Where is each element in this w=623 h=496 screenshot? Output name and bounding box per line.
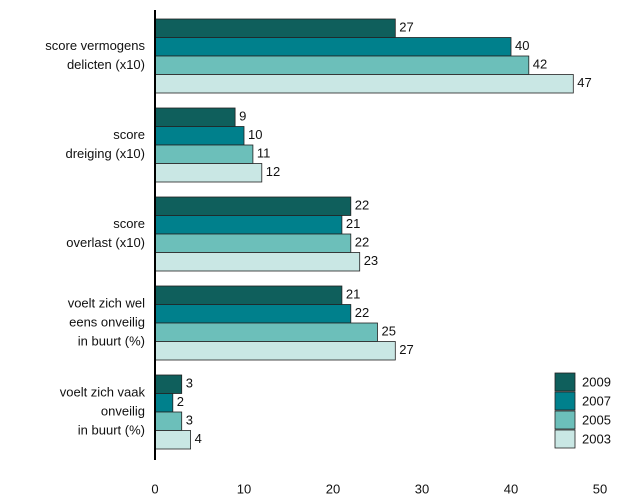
category-label: dreiging (x10) (66, 146, 146, 161)
value-label: 23 (364, 253, 378, 268)
legend-swatch (554, 410, 576, 430)
bar (154, 252, 361, 272)
category-label: voelt zich vaak (60, 384, 146, 399)
bar (154, 322, 378, 342)
value-label: 42 (533, 57, 547, 72)
x-tick-label: 50 (593, 481, 607, 496)
bar (154, 163, 263, 183)
category-label: score (113, 127, 145, 142)
category-label: onveilig (101, 403, 145, 418)
bar (154, 55, 530, 75)
bar (154, 18, 396, 38)
value-label: 3 (186, 376, 193, 391)
bar (154, 374, 183, 394)
value-label: 27 (399, 20, 413, 35)
value-label: 22 (355, 198, 369, 213)
bar (154, 37, 512, 57)
x-tick-label: 0 (151, 481, 158, 496)
legend-label: 2009 (582, 374, 611, 389)
value-label: 40 (515, 38, 529, 53)
bar (154, 74, 574, 94)
bar (154, 196, 352, 216)
value-label: 47 (577, 75, 591, 90)
bar (154, 107, 236, 127)
value-label: 12 (266, 164, 280, 179)
value-label: 9 (239, 109, 246, 124)
value-label: 22 (355, 305, 369, 320)
legend-swatch (554, 429, 576, 449)
value-label: 11 (257, 146, 271, 161)
bar (154, 215, 343, 235)
category-label: in buurt (%) (78, 422, 145, 437)
legend-swatch (554, 372, 576, 392)
bar (154, 430, 191, 450)
value-label: 27 (399, 342, 413, 357)
category-label: score (113, 216, 145, 231)
value-label: 21 (346, 287, 360, 302)
bar (154, 304, 352, 324)
x-tick-label: 10 (237, 481, 251, 496)
value-label: 4 (195, 431, 202, 446)
bar (154, 341, 396, 361)
legend-label: 2003 (582, 431, 611, 446)
bar (154, 411, 183, 431)
category-label: score vermogens (45, 38, 145, 53)
bar (154, 126, 245, 146)
bar (154, 285, 343, 305)
legend-label: 2007 (582, 393, 611, 408)
x-tick-label: 40 (504, 481, 518, 496)
legend-label: 2005 (582, 412, 611, 427)
bar (154, 144, 254, 164)
category-label: in buurt (%) (78, 333, 145, 348)
x-tick-label: 20 (326, 481, 340, 496)
bar (154, 393, 174, 413)
value-label: 3 (186, 413, 193, 428)
value-label: 22 (355, 235, 369, 250)
value-label: 25 (382, 324, 396, 339)
x-tick-label: 30 (415, 481, 429, 496)
category-label: voelt zich wel (68, 295, 145, 310)
legend-swatch (554, 391, 576, 411)
category-label: overlast (x10) (66, 235, 145, 250)
bar (154, 233, 352, 253)
value-label: 21 (346, 216, 360, 231)
value-label: 2 (177, 394, 184, 409)
category-label: eens onveilig (69, 314, 145, 329)
value-label: 10 (248, 127, 262, 142)
category-label: delicten (x10) (67, 57, 145, 72)
